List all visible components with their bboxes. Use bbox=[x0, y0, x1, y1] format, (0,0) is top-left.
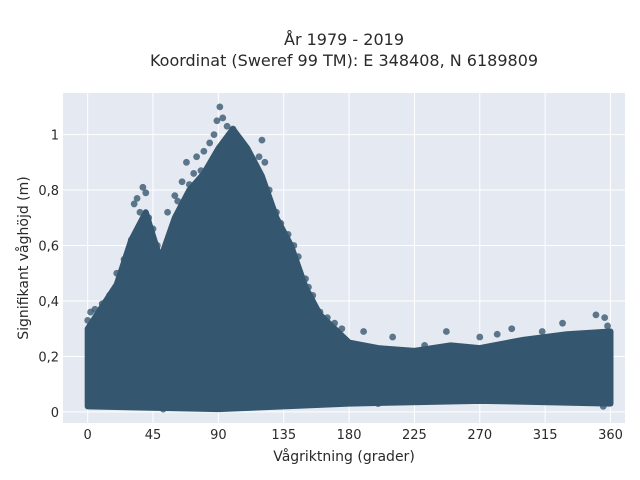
scatter-point bbox=[559, 319, 566, 327]
scatter-point bbox=[258, 136, 266, 144]
scatter-point bbox=[229, 125, 237, 133]
scatter-point bbox=[145, 214, 153, 222]
y-tick-label: 1 bbox=[51, 129, 59, 144]
scatter-point bbox=[213, 117, 221, 125]
scatter-point bbox=[476, 333, 484, 341]
y-tick-label: 0,4 bbox=[38, 295, 59, 310]
scatter-point bbox=[592, 311, 600, 319]
scatter-point bbox=[309, 292, 317, 299]
scatter-point bbox=[284, 231, 292, 238]
x-tick-label: 0 bbox=[84, 428, 92, 443]
x-tick-label: 315 bbox=[533, 428, 558, 443]
scatter-point bbox=[294, 253, 302, 261]
scatter-point bbox=[130, 200, 138, 208]
scatter-point bbox=[273, 208, 280, 216]
y-tick-labels: 0 0,2 0,4 0,6 0,8 1 bbox=[38, 129, 59, 421]
scatter-point bbox=[127, 236, 135, 244]
scatter-point bbox=[599, 402, 607, 410]
x-tick-label: 270 bbox=[467, 428, 492, 443]
scatter-point bbox=[174, 197, 182, 205]
x-tick-label: 90 bbox=[210, 428, 227, 443]
scatter-point bbox=[389, 333, 397, 341]
scatter-point bbox=[223, 122, 231, 130]
y-tick-label: 0,8 bbox=[38, 184, 59, 199]
scatter-point bbox=[171, 192, 179, 200]
scatter-point bbox=[183, 158, 190, 166]
x-tick-label: 225 bbox=[402, 428, 427, 443]
scatter-point bbox=[219, 114, 227, 122]
scatter-point bbox=[136, 208, 144, 216]
scatter-point bbox=[305, 283, 312, 291]
scatter-point bbox=[233, 133, 241, 141]
scatter-point bbox=[493, 330, 501, 338]
point-cloud-envelope bbox=[84, 126, 614, 413]
scatter-point bbox=[244, 158, 251, 166]
scatter-point bbox=[331, 319, 338, 327]
scatter-point bbox=[290, 242, 298, 249]
scatter-point bbox=[302, 275, 309, 283]
x-tick-label: 180 bbox=[337, 428, 362, 443]
scatter-point bbox=[601, 314, 609, 322]
chart-subtitle: Koordinat (Sweref 99 TM): E 348408, N 61… bbox=[150, 51, 538, 70]
scatter-point bbox=[265, 186, 273, 194]
scatter-point bbox=[287, 394, 295, 402]
scatter-point bbox=[153, 242, 161, 249]
scatter-point bbox=[91, 305, 99, 313]
scatter-point bbox=[604, 322, 611, 330]
scatter-point bbox=[236, 150, 244, 158]
scatter-point bbox=[210, 131, 218, 138]
scatter-point bbox=[316, 308, 324, 316]
scatter-point bbox=[193, 153, 201, 161]
y-tick-label: 0,2 bbox=[38, 350, 59, 365]
scatter-point bbox=[338, 325, 346, 333]
scatter-point bbox=[197, 167, 205, 175]
x-tick-label: 45 bbox=[145, 428, 162, 443]
scatter-point bbox=[164, 208, 171, 216]
data-cloud bbox=[84, 126, 614, 413]
scatter-point bbox=[84, 316, 92, 324]
scatter-point bbox=[139, 183, 147, 191]
y-tick-label: 0,6 bbox=[38, 240, 59, 255]
x-axis-title: Vågriktning (grader) bbox=[273, 448, 415, 465]
scatter-point bbox=[277, 219, 285, 227]
scatter-point bbox=[255, 153, 263, 161]
scatter-point bbox=[323, 314, 331, 322]
scatter-point bbox=[538, 328, 546, 335]
scatter-point bbox=[442, 328, 450, 335]
scatter-point bbox=[216, 103, 224, 111]
x-tick-label: 360 bbox=[598, 428, 623, 443]
x-tick-labels: 0 45 90 135 180 225 270 315 360 bbox=[84, 428, 623, 443]
scatter-point bbox=[113, 269, 121, 277]
scatter-point bbox=[251, 167, 259, 175]
scatter-point bbox=[142, 189, 150, 197]
scatter-point bbox=[360, 328, 368, 335]
y-axis-title: Signifikant våghöjd (m) bbox=[15, 176, 32, 339]
chart-title: År 1979 - 2019 bbox=[284, 30, 404, 49]
scatter-point bbox=[261, 158, 269, 166]
scatter-point bbox=[185, 181, 193, 188]
scatter-point bbox=[508, 325, 516, 333]
scatter-point bbox=[374, 400, 382, 407]
scatter-point bbox=[106, 292, 113, 299]
scatter-point bbox=[226, 136, 234, 144]
scatter-point bbox=[120, 255, 128, 263]
x-tick-label: 135 bbox=[271, 428, 296, 443]
scatter-point bbox=[206, 139, 214, 147]
scatter-point bbox=[159, 405, 167, 413]
scatter-point bbox=[149, 225, 157, 233]
scatter-point bbox=[133, 194, 141, 202]
scatter-point bbox=[190, 170, 198, 177]
scatter-point bbox=[178, 178, 186, 186]
scatter-point bbox=[421, 341, 428, 349]
scatter-point bbox=[98, 300, 106, 308]
scatter-point bbox=[200, 147, 208, 155]
y-tick-label: 0 bbox=[51, 406, 59, 421]
scatter-points bbox=[84, 103, 611, 413]
